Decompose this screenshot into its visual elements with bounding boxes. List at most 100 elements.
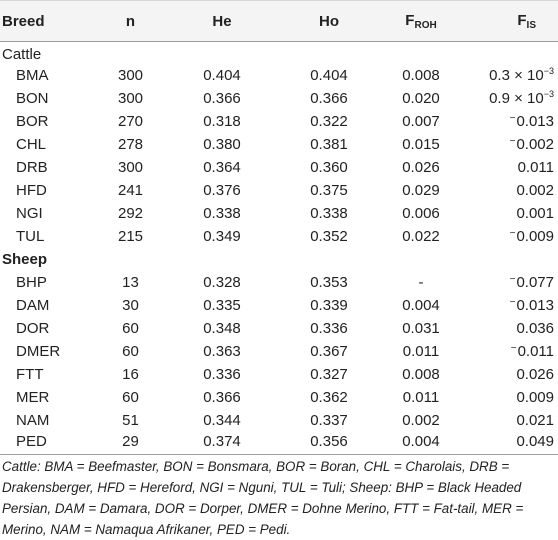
- fis-negative-sign: −: [509, 273, 516, 285]
- header-fis-main: F: [517, 11, 527, 29]
- ho-cell: 0.338: [310, 204, 348, 222]
- fis-cell: 0.001: [460, 202, 558, 225]
- fis-value: 0.011: [517, 342, 554, 360]
- fis-negative-sign: −: [509, 112, 516, 124]
- he-cell: 0.376: [203, 181, 241, 199]
- fis-negative-sign: −: [509, 135, 516, 147]
- n-cell: 60: [122, 319, 139, 337]
- n-cell: 241: [117, 181, 144, 199]
- n-cell: 60: [122, 388, 139, 406]
- n-cell: 60: [122, 342, 139, 360]
- froh-cell: 0.029: [402, 181, 440, 199]
- table-row: DMER 60 0.363 0.367 0.011 −0.011: [0, 340, 558, 363]
- n-cell: 300: [117, 89, 144, 107]
- froh-cell: 0.008: [402, 365, 440, 383]
- table-row: BON 300 0.366 0.366 0.020 0.9 × 10−3: [0, 87, 558, 110]
- fis-value: 0.013: [516, 112, 554, 130]
- he-cell: 0.344: [203, 411, 241, 429]
- ho-cell: 0.375: [310, 181, 348, 199]
- froh-cell: 0.031: [402, 319, 440, 337]
- header-froh-sub: ROH: [414, 19, 437, 31]
- ho-cell: 0.366: [310, 89, 348, 107]
- breed-cell: NGI: [16, 204, 43, 222]
- n-cell: 215: [117, 227, 144, 245]
- froh-cell: 0.022: [402, 227, 440, 245]
- table-row: PED 29 0.374 0.356 0.004 0.049: [0, 432, 558, 455]
- table-row: BHP 13 0.328 0.353 - −0.077: [0, 271, 558, 294]
- he-cell: 0.380: [203, 135, 241, 153]
- n-cell: 51: [122, 411, 139, 429]
- table-row: BMA 300 0.404 0.404 0.008 0.3 × 10−3: [0, 64, 558, 87]
- header-froh: FROH: [382, 1, 460, 42]
- group-row: Sheep: [0, 248, 558, 271]
- fis-cell: 0.009: [460, 386, 558, 409]
- he-cell: 0.363: [203, 342, 241, 360]
- ho-cell: 0.356: [310, 433, 348, 451]
- n-cell: 300: [117, 158, 144, 176]
- fis-value: 0.077: [516, 273, 554, 291]
- n-cell: 30: [122, 296, 139, 314]
- ho-cell: 0.367: [310, 342, 348, 360]
- breed-cell: BOR: [16, 112, 49, 130]
- table-row: BOR 270 0.318 0.322 0.007 −0.013: [0, 110, 558, 133]
- breed-cell: BMA: [16, 66, 49, 84]
- table-container: Breed n He Ho FROH FIS Cattle BMA 300 0.404…: [0, 0, 558, 455]
- n-cell: 292: [117, 204, 144, 222]
- ho-cell: 0.337: [310, 411, 348, 429]
- he-cell: 0.348: [203, 319, 241, 337]
- ho-cell: 0.353: [310, 273, 348, 291]
- froh-cell: 0.011: [402, 342, 440, 360]
- fis-exponent: −3: [543, 89, 554, 99]
- fis-cell: 0.3 × 10−3: [460, 64, 558, 87]
- table-row: NGI 292 0.338 0.338 0.006 0.001: [0, 202, 558, 225]
- fis-cell: 0.036: [460, 317, 558, 340]
- fis-negative-sign: −: [510, 342, 517, 354]
- fis-cell: −0.013: [460, 294, 558, 317]
- fis-cell: 0.026: [460, 363, 558, 386]
- breed-cell: DOR: [16, 319, 50, 337]
- froh-cell: 0.004: [402, 433, 440, 451]
- table-row: HFD 241 0.376 0.375 0.029 0.002: [0, 179, 558, 202]
- breed-cell: TUL: [16, 227, 45, 245]
- table-row: TUL 215 0.349 0.352 0.022 −0.009: [0, 225, 558, 248]
- fis-value: 0.021: [516, 411, 554, 429]
- fis-cell: 0.9 × 10−3: [460, 87, 558, 110]
- table-row: DOR 60 0.348 0.336 0.031 0.036: [0, 317, 558, 340]
- fis-value: 0.9 × 10: [489, 90, 544, 107]
- table-row: MER 60 0.366 0.362 0.011 0.009: [0, 386, 558, 409]
- fis-cell: −0.011: [460, 340, 558, 363]
- fis-negative-sign: −: [509, 296, 516, 308]
- fis-cell: 0.049: [460, 432, 558, 455]
- table-header: Breed n He Ho FROH FIS: [0, 0, 558, 42]
- fis-value: 0.3 × 10: [489, 67, 544, 84]
- froh-cell: 0.011: [402, 388, 440, 406]
- breed-cell: DAM: [16, 296, 50, 314]
- breed-diversity-table: Breed n He Ho FROH FIS Cattle BMA 300 0.404…: [0, 0, 558, 455]
- ho-cell: 0.339: [310, 296, 348, 314]
- breed-cell: FTT: [16, 365, 44, 383]
- table-row: FTT 16 0.336 0.327 0.008 0.026: [0, 363, 558, 386]
- breed-cell: PED: [16, 433, 47, 451]
- breed-cell: DRB: [16, 158, 48, 176]
- fis-value: 0.011: [517, 158, 554, 176]
- breed-cell: BON: [16, 89, 49, 107]
- n-cell: 270: [117, 112, 144, 130]
- table-row: NAM 51 0.344 0.337 0.002 0.021: [0, 409, 558, 432]
- he-cell: 0.366: [203, 388, 241, 406]
- group-label: Cattle: [2, 45, 42, 63]
- breed-cell: MER: [16, 388, 50, 406]
- n-cell: 300: [117, 66, 144, 84]
- he-cell: 0.318: [203, 112, 241, 130]
- froh-cell: 0.002: [402, 411, 440, 429]
- froh-cell: 0.008: [402, 66, 440, 84]
- fis-value: 0.002: [516, 181, 554, 199]
- table-row: CHL 278 0.380 0.381 0.015 −0.002: [0, 133, 558, 156]
- he-cell: 0.404: [203, 66, 241, 84]
- ho-cell: 0.381: [310, 135, 348, 153]
- header-n: n: [125, 12, 136, 30]
- fis-value: 0.013: [516, 296, 554, 314]
- froh-cell: 0.020: [402, 89, 440, 107]
- fis-value: 0.001: [516, 204, 554, 222]
- ho-cell: 0.336: [310, 319, 348, 337]
- fis-cell: −0.009: [460, 225, 558, 248]
